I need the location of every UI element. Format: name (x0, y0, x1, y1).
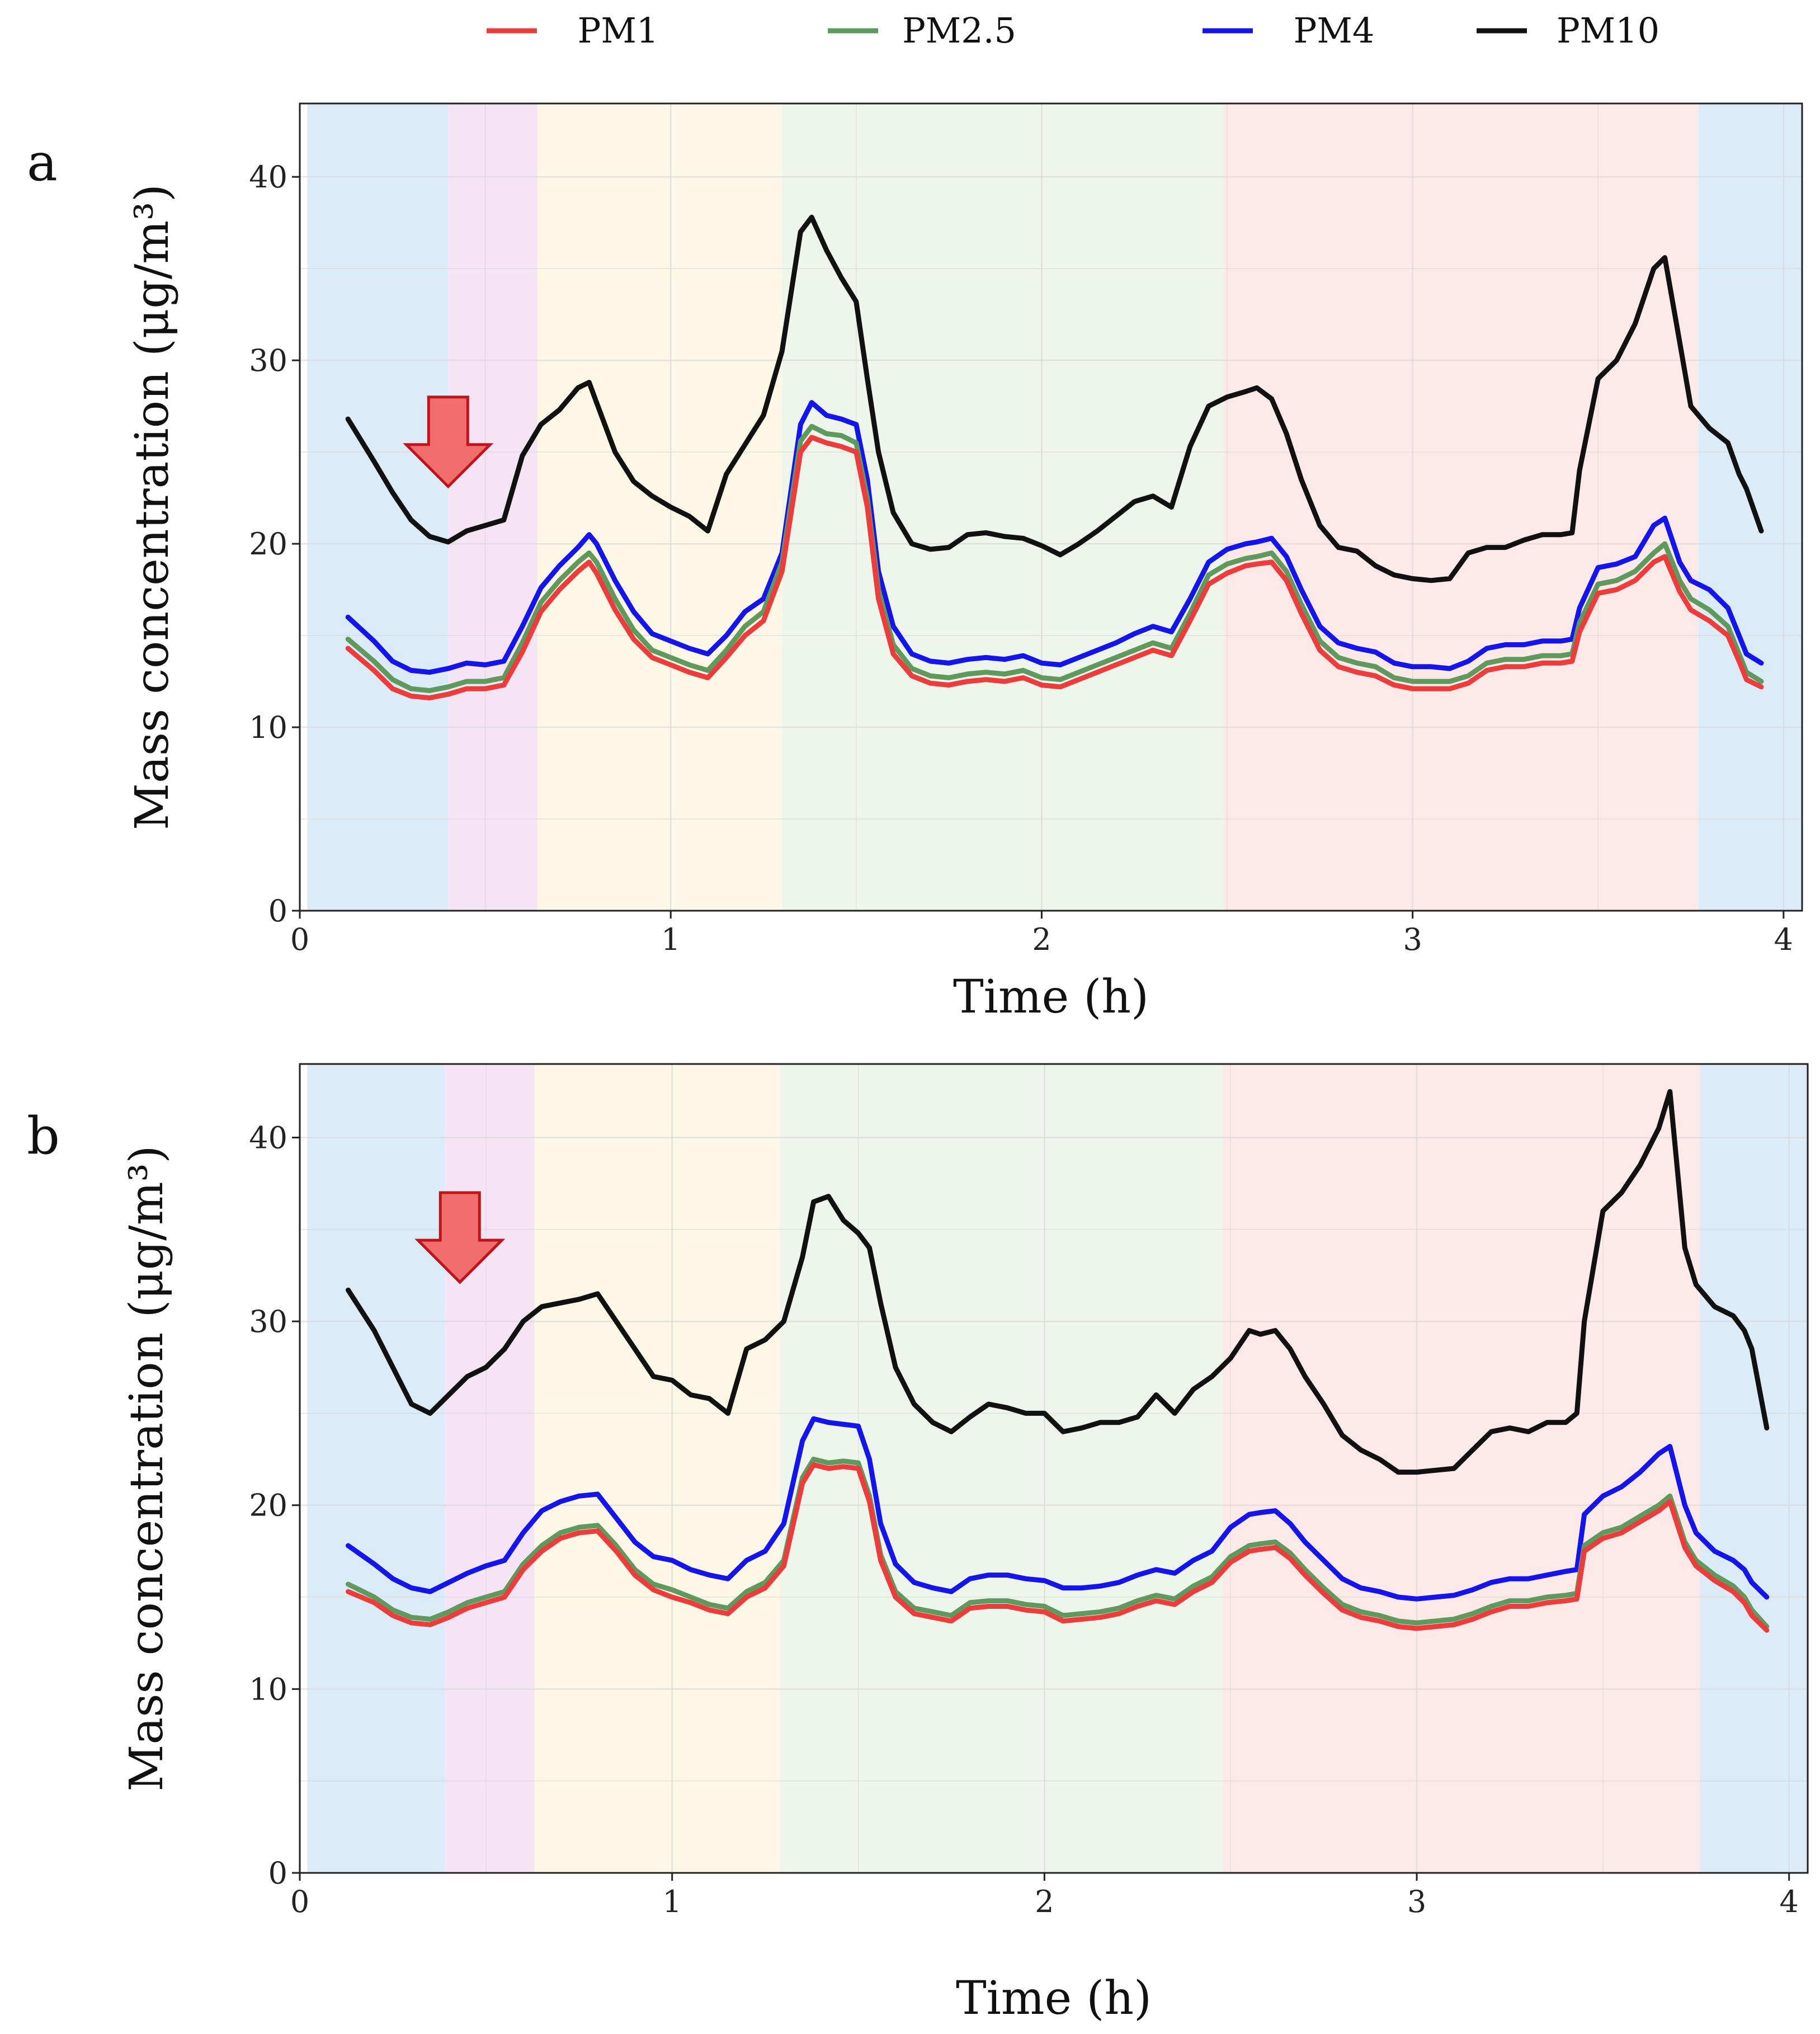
phase-band-2 (445, 1064, 535, 1873)
y-tick-label: 20 (249, 526, 287, 562)
series-line-pm25 (346, 1457, 1770, 1630)
series-line-pm25 (345, 423, 1764, 693)
x-tick-label: 2 (1032, 922, 1051, 957)
y-axis-title: Mass concentration (μg/m³) (120, 1146, 173, 1792)
annotation-arrow (403, 396, 494, 489)
y-tick-label: 0 (268, 893, 287, 929)
series-line-pm4 (345, 400, 1764, 675)
plot-frame (299, 102, 1803, 912)
y-tick-label: 40 (249, 159, 287, 195)
y-tick-label: 10 (249, 1672, 287, 1707)
x-tick-label: 4 (1780, 1884, 1799, 1919)
phase-band-6 (1699, 1064, 1808, 1873)
panel-b: 0 10 20 30 40 0 1 2 3 4 Time (h) Mass concentration… (27, 1063, 1809, 2025)
y-axis-title: Mass concentration (μg/m³) (126, 184, 179, 830)
y-tick-label: 20 (249, 1488, 287, 1523)
series-line-pm1 (345, 435, 1764, 701)
phase-band-1 (307, 1064, 445, 1873)
y-tick-label: 30 (249, 343, 287, 378)
x-tick-label: 0 (290, 1884, 309, 1919)
phase-band-2 (448, 103, 537, 911)
series-line-pm10 (346, 1089, 1770, 1475)
y-tick-label: 10 (249, 710, 287, 745)
panel-label: a (27, 133, 58, 192)
panel-a: 0 10 20 30 40 0 1 2 3 4 Time (h) Mass concentration… (27, 102, 1803, 1024)
x-tick-label: 1 (662, 1884, 681, 1919)
phase-band-3 (537, 103, 782, 911)
phase-band-1 (307, 103, 449, 911)
x-tick-label: 0 (290, 922, 309, 957)
x-tick-label: 3 (1403, 922, 1422, 957)
phase-band-4 (782, 103, 1224, 911)
x-axis-title: Time (h) (953, 971, 1149, 1024)
legend-label-pm25: PM2.5 (902, 10, 1016, 51)
annotation-arrow (414, 1191, 506, 1284)
x-tick-label: 3 (1407, 1884, 1426, 1919)
x-tick-label: 1 (661, 922, 680, 957)
legend-label-pm1: PM1 (578, 10, 659, 51)
series-line-pm4 (346, 1416, 1770, 1602)
panel-label: b (27, 1106, 60, 1166)
phase-band-6 (1698, 103, 1802, 911)
y-tick-label: 0 (268, 1856, 287, 1891)
x-axis-title: Time (h) (956, 1972, 1152, 2025)
phase-band-5 (1223, 1064, 1700, 1873)
x-tick-label: 2 (1035, 1884, 1054, 1919)
y-tick-label: 30 (249, 1304, 287, 1339)
series-line-pm10 (345, 214, 1764, 583)
x-tick-label: 4 (1774, 922, 1793, 957)
legend: PM1 PM2.5 PM4 PM10 (487, 10, 1659, 51)
y-tick-label: 40 (249, 1120, 287, 1155)
legend-label-pm4: PM4 (1294, 10, 1375, 51)
series-line-pm1 (346, 1462, 1770, 1633)
phase-band-3 (534, 1064, 780, 1873)
phase-band-5 (1223, 103, 1699, 911)
legend-label-pm10: PM10 (1557, 10, 1659, 51)
plot-frame (299, 1063, 1809, 1874)
